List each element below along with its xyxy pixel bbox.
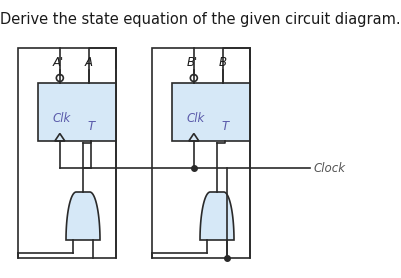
Bar (38, 83, 116, 141)
Text: A: A (85, 56, 93, 69)
Polygon shape (66, 192, 100, 240)
Bar (172, 83, 250, 141)
Text: T: T (221, 120, 229, 133)
Bar (18, 48, 116, 258)
Text: Clk: Clk (52, 113, 70, 125)
Text: T: T (87, 120, 95, 133)
Bar (152, 48, 250, 258)
Text: Derive the state equation of the given circuit diagram.: Derive the state equation of the given c… (0, 12, 400, 27)
Text: B: B (219, 56, 227, 69)
Text: Clk: Clk (186, 113, 204, 125)
Text: Clock: Clock (313, 162, 345, 175)
Text: A': A' (52, 56, 63, 69)
Text: B': B' (186, 56, 197, 69)
Polygon shape (200, 192, 234, 240)
